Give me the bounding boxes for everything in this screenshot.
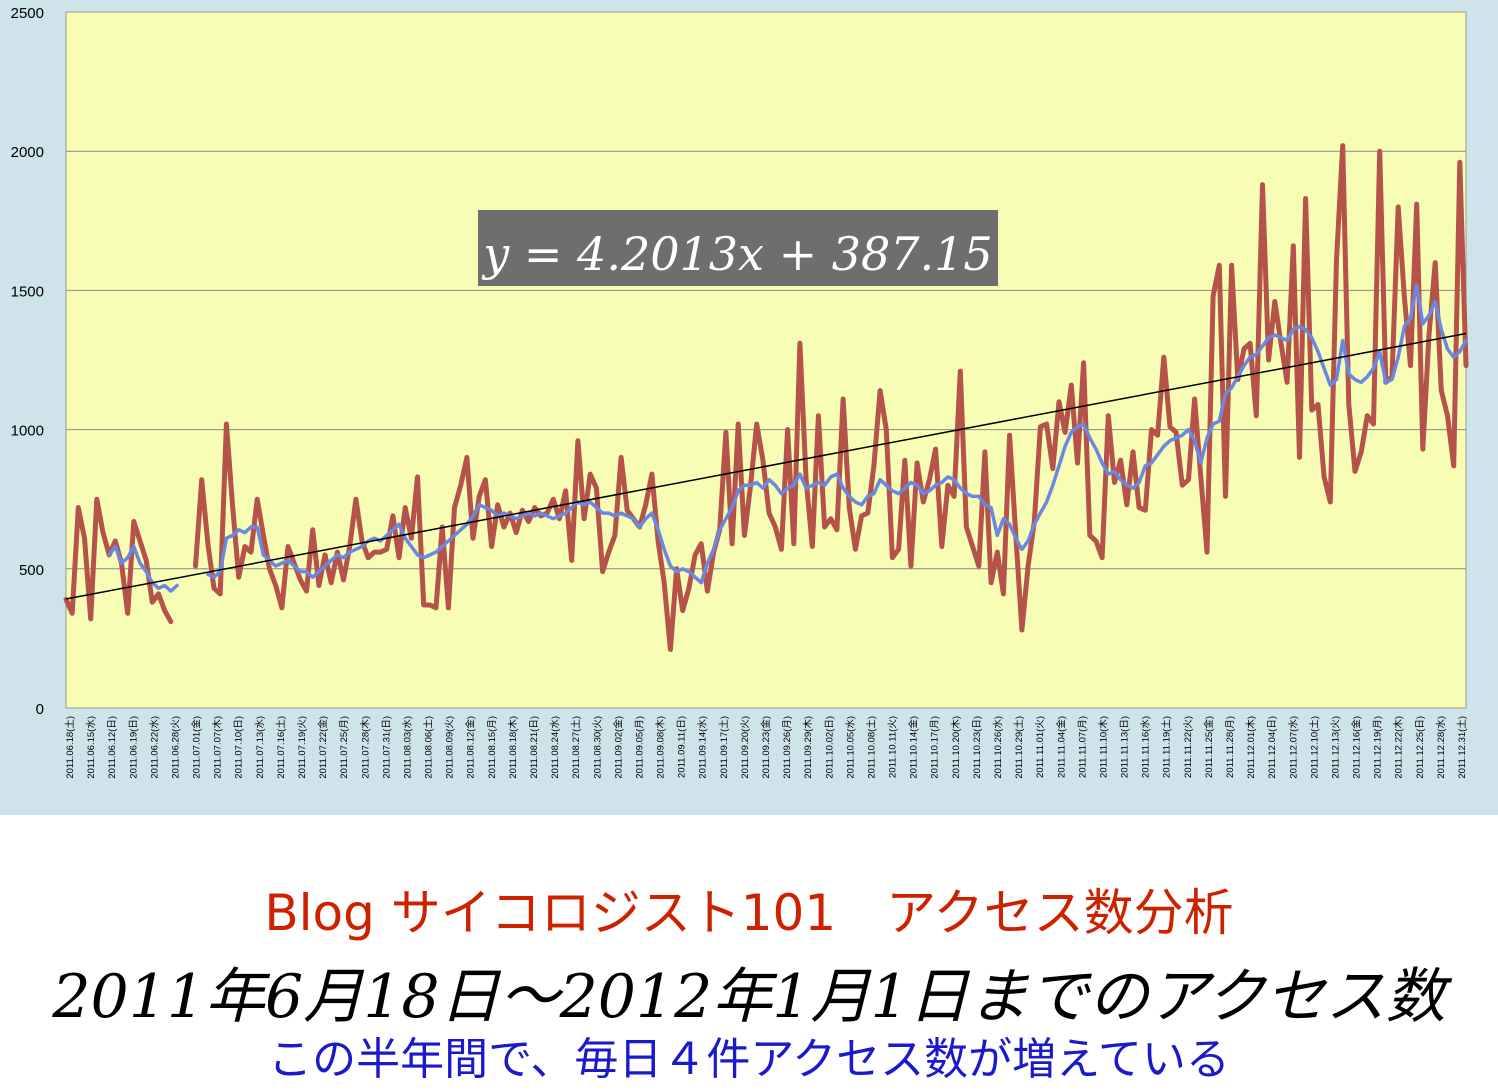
x-tick-label: 2011.10.02(日) (824, 716, 835, 779)
x-tick-label: 2011.09.29(木) (802, 716, 814, 779)
x-tick-label: 2011.10.23(日) (972, 716, 983, 779)
y-tick-label: 2500 (11, 5, 44, 22)
x-tick-label: 2011.07.25(月) (339, 716, 350, 779)
x-tick-label: 2011.09.11(日) (677, 716, 688, 778)
caption-note: この半年間で、毎日４件アクセス数が増えている (268, 1034, 1230, 1085)
x-tick-label: 2011.08.21(日) (529, 716, 540, 779)
x-tick-label: 2011.11.07(月) (1077, 716, 1088, 778)
x-tick-label: 2011.12.04(日) (1267, 716, 1278, 779)
x-tick-label: 2011.09.20(火) (740, 716, 751, 779)
x-tick-label: 2011.09.02(金) (612, 716, 624, 779)
y-tick-label: 0 (36, 701, 44, 718)
x-tick-label: 2011.08.27(土) (570, 716, 582, 779)
x-tick-label: 2011.10.11(火) (888, 716, 899, 778)
x-tick-label: 2011.06.18(土) (64, 716, 76, 779)
x-tick-label: 2011.12.22(木) (1393, 716, 1405, 779)
x-tick-label: 2011.06.28(火) (170, 716, 181, 779)
x-tick-label: 2011.11.19(土) (1161, 716, 1173, 778)
x-tick-label: 2011.06.12(日) (107, 716, 118, 779)
x-tick-label: 2011.11.16(水) (1140, 716, 1152, 778)
y-tick-label: 1000 (11, 423, 44, 440)
x-tick-label: 2011.09.05(月) (634, 716, 645, 779)
x-tick-label: 2011.09.23(金) (760, 716, 772, 779)
x-tick-label: 2011.12.13(火) (1330, 716, 1341, 779)
x-tick-label: 2011.09.17(土) (718, 716, 730, 779)
x-tick-label: 2011.07.31(日) (381, 716, 392, 779)
x-tick-label: 2011.08.03(水) (401, 716, 413, 779)
x-tick-label: 2011.12.10(土) (1308, 716, 1320, 779)
x-tick-label: 2011.11.13(日) (1120, 716, 1131, 778)
x-tick-label: 2011.06.19(日) (128, 716, 139, 779)
x-tick-label: 2011.07.13(水) (254, 716, 266, 779)
x-tick-label: 2011.07.28(木) (359, 716, 371, 779)
x-tick-label: 2011.10.29(土) (1013, 716, 1025, 779)
x-tick-label: 2011.11.04(金) (1055, 716, 1067, 778)
x-tick-label: 2011.07.07(木) (212, 716, 224, 779)
x-tick-label: 2011.12.01(木) (1245, 716, 1257, 779)
x-tick-label: 2011.07.19(火) (297, 716, 308, 779)
y-tick-label: 500 (19, 562, 44, 579)
x-tick-label: 2011.11.10(木) (1097, 716, 1109, 778)
x-tick-label: 2011.12.31(土) (1456, 716, 1468, 779)
x-tick-label: 2011.07.16(土) (275, 716, 287, 779)
x-tick-label: 2011.10.20(木) (950, 716, 962, 779)
x-tick-label: 2011.12.28(水) (1435, 716, 1447, 779)
x-tick-label: 2011.11.28(月) (1225, 716, 1236, 778)
equation-box (478, 210, 998, 286)
x-tick-label: 2011.06.22(水) (148, 716, 160, 779)
x-tick-label: 2011.06.15(水) (85, 716, 97, 779)
x-tick-label: 2011.07.22(金) (317, 716, 329, 779)
x-tick-label: 2011.11.01(火) (1035, 716, 1046, 778)
x-tick-label: 2011.11.25(金) (1203, 716, 1215, 778)
x-tick-label: 2011.10.26(水) (992, 716, 1004, 779)
x-tick-label: 2011.08.18(木) (507, 716, 519, 779)
x-tick-label: 2011.11.22(火) (1183, 716, 1194, 778)
x-tick-label: 2011.12.07(水) (1287, 716, 1299, 779)
x-tick-label: 2011.12.19(月) (1373, 716, 1384, 779)
x-tick-label: 2011.08.15(月) (487, 716, 498, 779)
x-tick-label: 2011.12.25(日) (1415, 716, 1426, 779)
x-tick-label: 2011.09.14(水) (697, 716, 709, 779)
x-tick-label: 2011.10.17(月) (930, 716, 941, 779)
linear-trendline (65, 332, 1467, 600)
x-tick-label: 2011.08.12(金) (465, 716, 477, 779)
x-tick-label: 2011.12.16(金) (1351, 716, 1363, 779)
y-tick-label: 1500 (11, 283, 44, 300)
moving-average-series-line (107, 283, 1468, 593)
caption-title: Blog サイコロジスト101 アクセス数分析 (264, 884, 1234, 942)
x-tick-label: 2011.10.05(水) (844, 716, 856, 779)
access-count-chart: 0 500 1000 1500 2000 2500 2011.06.18(土) 2011.0… (11, 5, 1469, 779)
x-tick-label: 2011.10.08(土) (865, 716, 877, 779)
x-tick-label: 2011.08.06(土) (423, 716, 435, 779)
chart-area: 0 500 1000 1500 2000 2500 2011.06.18(土) 2011.0… (0, 0, 1498, 815)
x-tick-label: 2011.07.10(日) (234, 716, 245, 779)
x-tick-label: 2011.09.08(木) (655, 716, 667, 779)
x-tick-label: 2011.08.24(水) (549, 716, 561, 779)
x-tick-label: 2011.08.30(火) (592, 716, 603, 779)
x-tick-label: 2011.08.09(火) (445, 716, 456, 779)
x-tick-label: 2011.07.01(金) (191, 716, 203, 779)
x-tick-label: 2011.10.14(金) (908, 716, 920, 779)
plot-background (65, 11, 1467, 709)
y-tick-label: 2000 (11, 144, 44, 161)
caption-period: 2011年6月18日～2012年1月1日までのアクセス数 (52, 962, 1446, 1032)
x-tick-label: 2011.09.26(月) (782, 716, 793, 779)
trendline-equation: y = 4.2013x + 387.15 (481, 227, 992, 281)
